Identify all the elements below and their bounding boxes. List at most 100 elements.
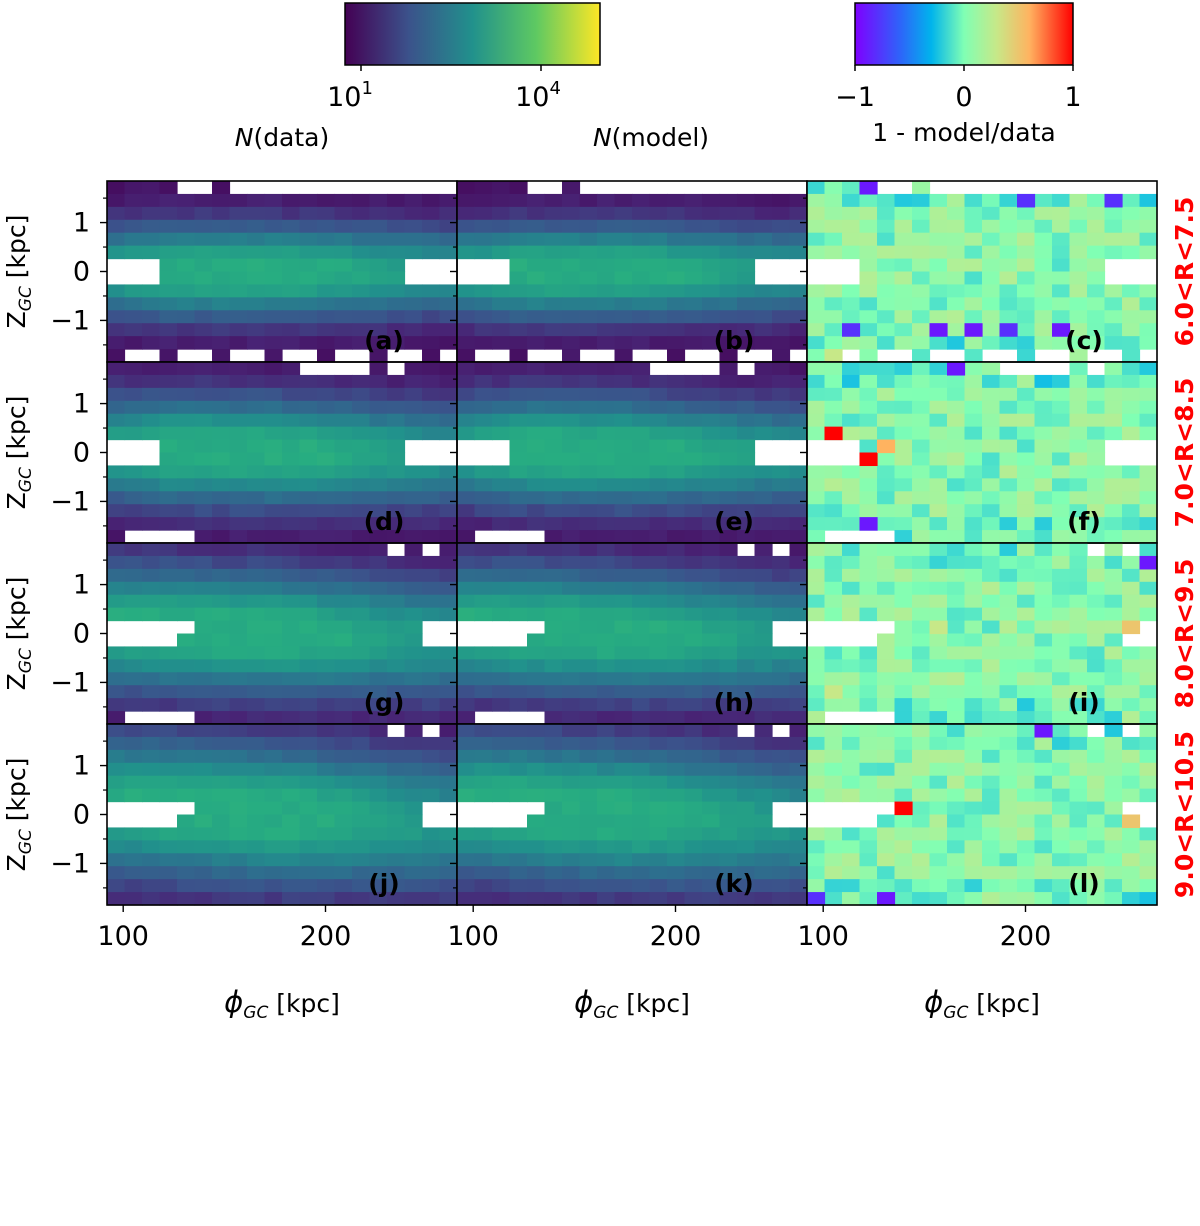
heatmap-cell — [247, 297, 266, 311]
panel-j: (j) — [100, 723, 458, 906]
residual-highlight-cell — [859, 517, 878, 531]
heatmap-cell — [789, 698, 808, 712]
heatmap-cell — [282, 323, 301, 337]
heatmap-cell — [247, 736, 266, 751]
heatmap-cell — [369, 607, 388, 622]
heatmap-cell — [929, 491, 948, 505]
heatmap-cell — [842, 504, 861, 518]
heatmap-cell — [212, 775, 231, 790]
heatmap-cell — [754, 736, 773, 751]
heatmap-cell — [1104, 581, 1123, 596]
heatmap-cell — [947, 698, 966, 712]
heatmap-cell — [1139, 594, 1158, 609]
heatmap-cell — [597, 736, 616, 751]
heatmap-cell — [859, 736, 878, 751]
heatmap-cell — [667, 659, 686, 673]
heatmap-cell — [264, 555, 283, 570]
heatmap-cell — [1139, 736, 1158, 751]
heatmap-cell — [912, 659, 931, 673]
heatmap-cell — [632, 762, 651, 777]
heatmap-cell — [1104, 892, 1123, 906]
heatmap-cell — [212, 271, 231, 286]
heatmap-cell — [282, 478, 301, 492]
heatmap-cell — [859, 555, 878, 570]
heatmap-cell — [789, 413, 808, 428]
heatmap-cell — [597, 659, 616, 673]
heatmap-cell — [982, 711, 1001, 725]
heatmap-cell — [999, 853, 1018, 867]
heatmap-cell — [579, 193, 598, 208]
heatmap-cell — [1139, 775, 1158, 790]
heatmap-cell — [912, 452, 931, 467]
heatmap-cell — [317, 206, 336, 221]
heatmap-cell — [177, 245, 196, 260]
heatmap-cell — [894, 543, 913, 557]
heatmap-cell — [982, 426, 1001, 441]
x-title-main: ϕ — [574, 985, 593, 1019]
heatmap-cell — [807, 245, 826, 260]
heatmap-cell — [579, 258, 598, 273]
heatmap-cell — [807, 672, 826, 686]
heatmap-cell — [229, 620, 248, 635]
heatmap-cell — [859, 724, 878, 738]
heatmap-cell — [194, 646, 213, 660]
panel-grid: (a) (b) (c)(d) (e) (f)(g) (h) (i)(j) (k) (l) — [100, 180, 1158, 906]
panel-label: (d) — [364, 507, 405, 536]
heatmap-cell — [999, 659, 1018, 673]
heatmap-cell — [474, 672, 493, 686]
heatmap-cell — [894, 724, 913, 738]
heatmap-cell — [1034, 801, 1053, 816]
heatmap-cell — [1087, 853, 1106, 867]
heatmap-cell — [894, 362, 913, 376]
heatmap-cell — [404, 749, 423, 764]
heatmap-cell — [877, 374, 896, 389]
heatmap-cell — [439, 206, 458, 221]
heatmap-cell — [1034, 465, 1053, 479]
heatmap-cell — [632, 400, 651, 415]
heatmap-cell — [229, 452, 248, 467]
heatmap-cell — [947, 193, 966, 208]
heatmap-cell — [229, 685, 248, 699]
heatmap-cell — [1052, 232, 1071, 247]
heatmap-cell — [387, 323, 406, 337]
column-title-data: N(data) — [235, 123, 330, 152]
heatmap-cell — [229, 530, 248, 544]
heatmap-cell — [754, 206, 773, 221]
residual-highlight-cell — [1122, 620, 1141, 635]
heatmap-cell — [159, 788, 178, 803]
heatmap-cell — [754, 685, 773, 699]
heatmap-cell — [229, 827, 248, 841]
heatmap-cell — [999, 607, 1018, 622]
heatmap-cell — [1104, 607, 1123, 622]
heatmap-cell — [1122, 387, 1141, 402]
heatmap-cell — [387, 206, 406, 221]
heatmap-cell — [719, 491, 738, 505]
heatmap-cell — [1104, 853, 1123, 867]
heatmap-cell — [317, 555, 336, 570]
heatmap-cell — [719, 698, 738, 712]
heatmap-cell — [1069, 762, 1088, 777]
heatmap-cell — [947, 568, 966, 583]
heatmap-cell — [492, 387, 511, 402]
heatmap-cell — [439, 374, 458, 389]
heatmap-cell — [579, 555, 598, 570]
heatmap-cell — [352, 659, 371, 673]
heatmap-cell — [369, 543, 388, 557]
heatmap-cell — [124, 245, 143, 260]
heatmap-cell — [352, 465, 371, 479]
heatmap-cell — [212, 336, 231, 350]
heatmap-cell — [842, 362, 861, 376]
heatmap-cell — [457, 284, 476, 298]
heatmap-cell — [527, 465, 546, 479]
heatmap-cell — [299, 866, 318, 880]
heatmap-cell — [107, 465, 126, 479]
heatmap-cell — [684, 193, 703, 208]
heatmap-cell — [177, 491, 196, 505]
heatmap-cell — [509, 555, 528, 570]
heatmap-cell — [842, 749, 861, 764]
heatmap-cell — [299, 478, 318, 492]
heatmap-cell — [177, 206, 196, 221]
heatmap-cell — [544, 879, 563, 893]
heatmap-cell — [684, 607, 703, 622]
heatmap-cell — [527, 607, 546, 622]
